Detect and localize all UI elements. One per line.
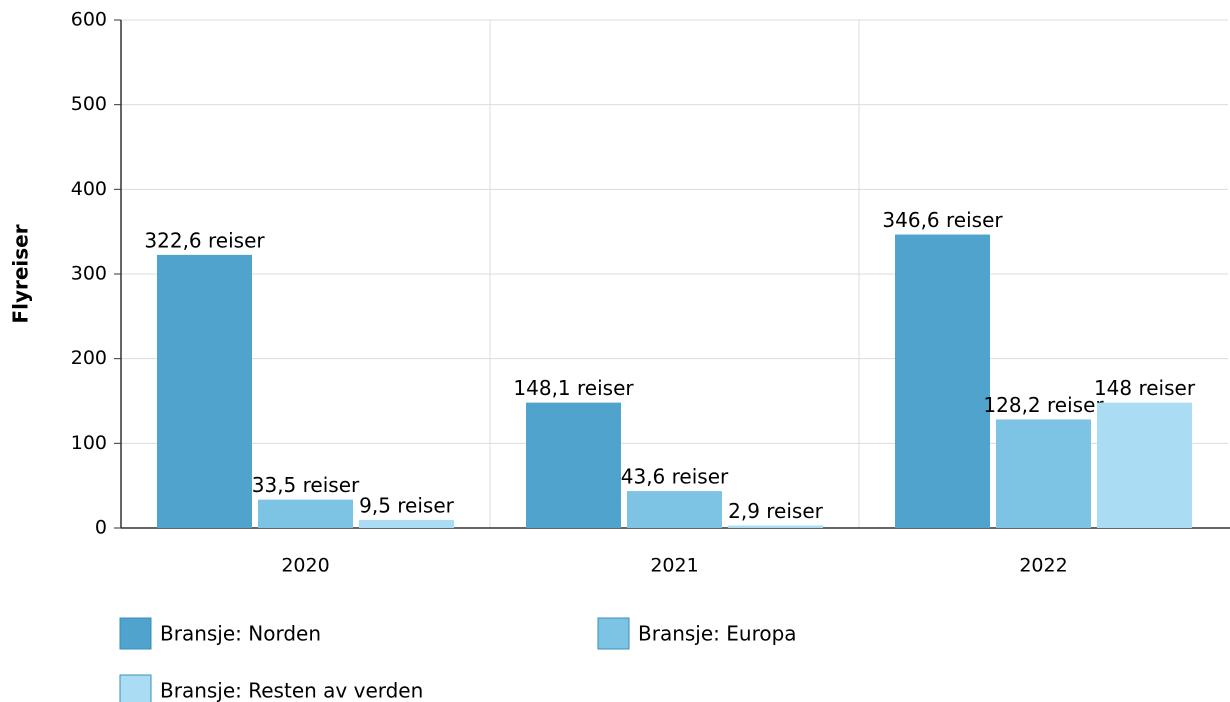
data-label: 33,5 reiser (252, 473, 360, 497)
data-label: 322,6 reiser (144, 228, 265, 252)
bar (526, 402, 621, 528)
legend-swatch (597, 617, 630, 650)
y-tick-label: 600 (71, 9, 107, 31)
data-label: 148,1 reiser (513, 376, 634, 400)
bar (627, 491, 722, 528)
legend-label: Bransje: Resten av verden (160, 679, 423, 702)
legend-swatch (119, 674, 152, 702)
y-tick-label: 0 (95, 517, 107, 539)
x-tick-label: 2021 (650, 555, 698, 577)
data-label: 148 reiser (1094, 376, 1196, 400)
bar (1097, 402, 1192, 528)
y-tick-label: 100 (71, 432, 107, 454)
bar (996, 419, 1091, 528)
x-tick-label: 2020 (281, 555, 329, 577)
data-label: 128,2 reiser (983, 393, 1104, 417)
legend-label: Bransje: Norden (160, 622, 321, 646)
legend-swatch (119, 617, 152, 650)
x-tick-label: 2022 (1019, 555, 1067, 577)
bar (359, 519, 454, 528)
bar (895, 234, 990, 528)
bar (258, 499, 353, 528)
y-tick-label: 500 (71, 93, 107, 115)
y-tick-label: 200 (71, 347, 107, 369)
y-tick-label: 400 (71, 178, 107, 200)
data-label: 2,9 reiser (728, 499, 824, 523)
data-label: 43,6 reiser (621, 465, 729, 489)
y-tick-label: 300 (71, 263, 107, 285)
legend-label: Bransje: Europa (638, 622, 797, 646)
y-axis-label: Flyreiser (9, 224, 33, 323)
data-label: 9,5 reiser (359, 493, 455, 517)
bar (157, 254, 252, 528)
data-label: 346,6 reiser (882, 208, 1003, 232)
bar (728, 525, 823, 528)
